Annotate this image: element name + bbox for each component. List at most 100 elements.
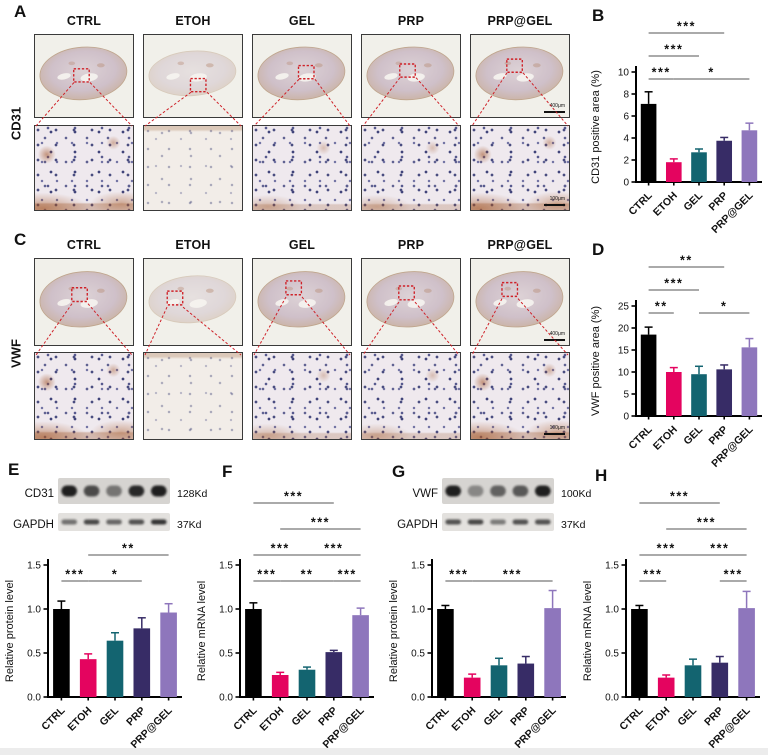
significance-stars: **: [680, 254, 693, 268]
significance-stars: ***: [271, 542, 290, 556]
tissue-zoom-image: [252, 125, 352, 211]
column-header: GEL: [288, 14, 316, 28]
y-tick-label: 1.0: [411, 605, 425, 616]
row-label-vwf: VWF: [8, 339, 24, 368]
panel-label-e: E: [8, 460, 20, 479]
scale-bar-label: 100μm: [549, 196, 565, 202]
bar-prp-gel: [741, 130, 758, 182]
scale-bar-label: 400μm: [549, 331, 565, 337]
column-header: GEL: [288, 238, 316, 252]
y-axis-title: VWF positive area (%): [590, 306, 602, 416]
roi-dashed-box: [398, 285, 415, 301]
x-category-label: ETOH: [449, 705, 478, 734]
bar-prp-gel: [738, 608, 755, 697]
row-label-cd31: CD31: [8, 106, 24, 141]
significance-stars: ***: [257, 568, 276, 582]
significance-stars: ***: [503, 568, 522, 582]
y-axis-title: CD31 positive area (%): [590, 70, 602, 184]
panel-label-h: H: [595, 466, 608, 485]
blot-strip: [442, 513, 554, 531]
column-header: ETOH: [175, 14, 211, 28]
blot-protein-label: GAPDH: [397, 518, 438, 531]
significance-stars: ***: [670, 490, 689, 504]
blot-strip-wrap: [58, 478, 170, 509]
hist-column-ctrl: CTRL: [34, 238, 134, 442]
blot-strip: [58, 513, 170, 531]
y-tick-label: 0.5: [411, 649, 425, 660]
tissue-zoom-image: [34, 352, 134, 440]
panel-label-b: B: [592, 6, 605, 25]
hist-column-prp: PRP: [361, 238, 461, 442]
bar-prp-gel: [544, 608, 561, 697]
x-category-label: ETOH: [65, 705, 94, 734]
bar-gel: [684, 665, 702, 697]
significance-stars: ***: [284, 490, 303, 504]
scale-bar-label: 400μm: [549, 103, 565, 109]
bar-etoh: [79, 659, 97, 697]
column-header: CTRL: [66, 14, 102, 28]
x-category-label: CTRL: [231, 704, 260, 733]
column-header: PRP: [397, 238, 425, 252]
y-tick-label: 15: [618, 346, 630, 357]
bar-ctrl: [640, 334, 657, 416]
scale-bar-label: 100μm: [549, 425, 565, 431]
blot-row-gapdh: GAPDH 37Kd: [392, 513, 591, 536]
y-tick-label: 0.0: [411, 693, 425, 704]
blot-strip: [442, 478, 554, 504]
tissue-zoom-image: [34, 125, 134, 211]
hist-column-prp-gel: PRP@GEL 400μm 100μm: [470, 238, 570, 442]
bar-ctrl: [245, 609, 262, 697]
bar-gel: [490, 665, 508, 697]
y-axis-title: Relative mRNA level: [582, 581, 594, 681]
y-tick-label: 8: [623, 90, 629, 101]
scale-bar-bottom: 100μm: [544, 196, 565, 206]
x-category-label: CTRL: [39, 704, 68, 733]
blot-strip-wrap: [58, 513, 170, 536]
panel-e-western-blot: CD31 128Kd GAPDH 37Kd: [8, 478, 207, 536]
significance-stars: ***: [338, 568, 357, 582]
scale-bar: [544, 110, 565, 113]
tissue-zoom-image: [143, 352, 243, 440]
y-tick-label: 1.0: [219, 605, 233, 616]
blot-strip: [58, 478, 170, 504]
blot-protein-label: VWF: [412, 487, 438, 500]
bar-chart-svg: 0.0 0.5 1.0 1.5 Relative protein level CTRLET…: [4, 542, 182, 751]
y-axis-title: Relative protein level: [4, 580, 16, 682]
panel-b-chart: 0 2 4 6 8 10 CD31 positive area (%) CTRL ETOH GEL…: [586, 12, 766, 245]
y-tick-label: 0.0: [219, 693, 233, 704]
significance-stars: ***: [724, 568, 743, 582]
x-category-label: GEL: [675, 704, 699, 728]
blot-molecular-weight: 37Kd: [561, 518, 586, 531]
blot-molecular-weight: 128Kd: [177, 487, 208, 500]
significance-stars: ***: [697, 516, 716, 530]
bar-ctrl: [53, 609, 70, 697]
scale-bar-top: 400μm: [544, 103, 565, 113]
blot-strip-wrap: [442, 513, 554, 536]
roi-dashed-box: [73, 68, 90, 83]
y-tick-label: 0.5: [27, 649, 41, 660]
y-tick-label: 6: [623, 112, 629, 123]
y-tick-label: 0.0: [27, 693, 41, 704]
x-category-label: PRP: [508, 705, 532, 729]
uterine-tissue-section: [148, 50, 237, 97]
bar-prp-gel: [352, 615, 369, 697]
bar-chart-svg: 0.0 0.5 1.0 1.5 Relative protein level CTRLET…: [388, 559, 566, 751]
tissue-overview-image: [143, 258, 243, 346]
bottom-margin-strip: [0, 748, 768, 755]
blot-protein-label: CD31: [24, 487, 54, 500]
bar-gel: [691, 374, 707, 416]
significance-stars: *: [112, 568, 118, 582]
bar-prp-gel: [741, 347, 758, 416]
y-tick-label: 2: [623, 156, 629, 167]
bar-prp: [325, 652, 343, 697]
roi-dashed-box: [285, 280, 303, 296]
x-category-label: GEL: [681, 189, 705, 213]
roi-dashed-box: [71, 286, 88, 303]
significance-stars: ***: [664, 43, 683, 57]
panel-d-chart: 0 5 10 15 20 25 VWF positive area (%) CTRL ETOH G…: [586, 246, 766, 479]
significance-stars: ***: [652, 66, 671, 80]
panel-label-f: F: [222, 462, 233, 481]
